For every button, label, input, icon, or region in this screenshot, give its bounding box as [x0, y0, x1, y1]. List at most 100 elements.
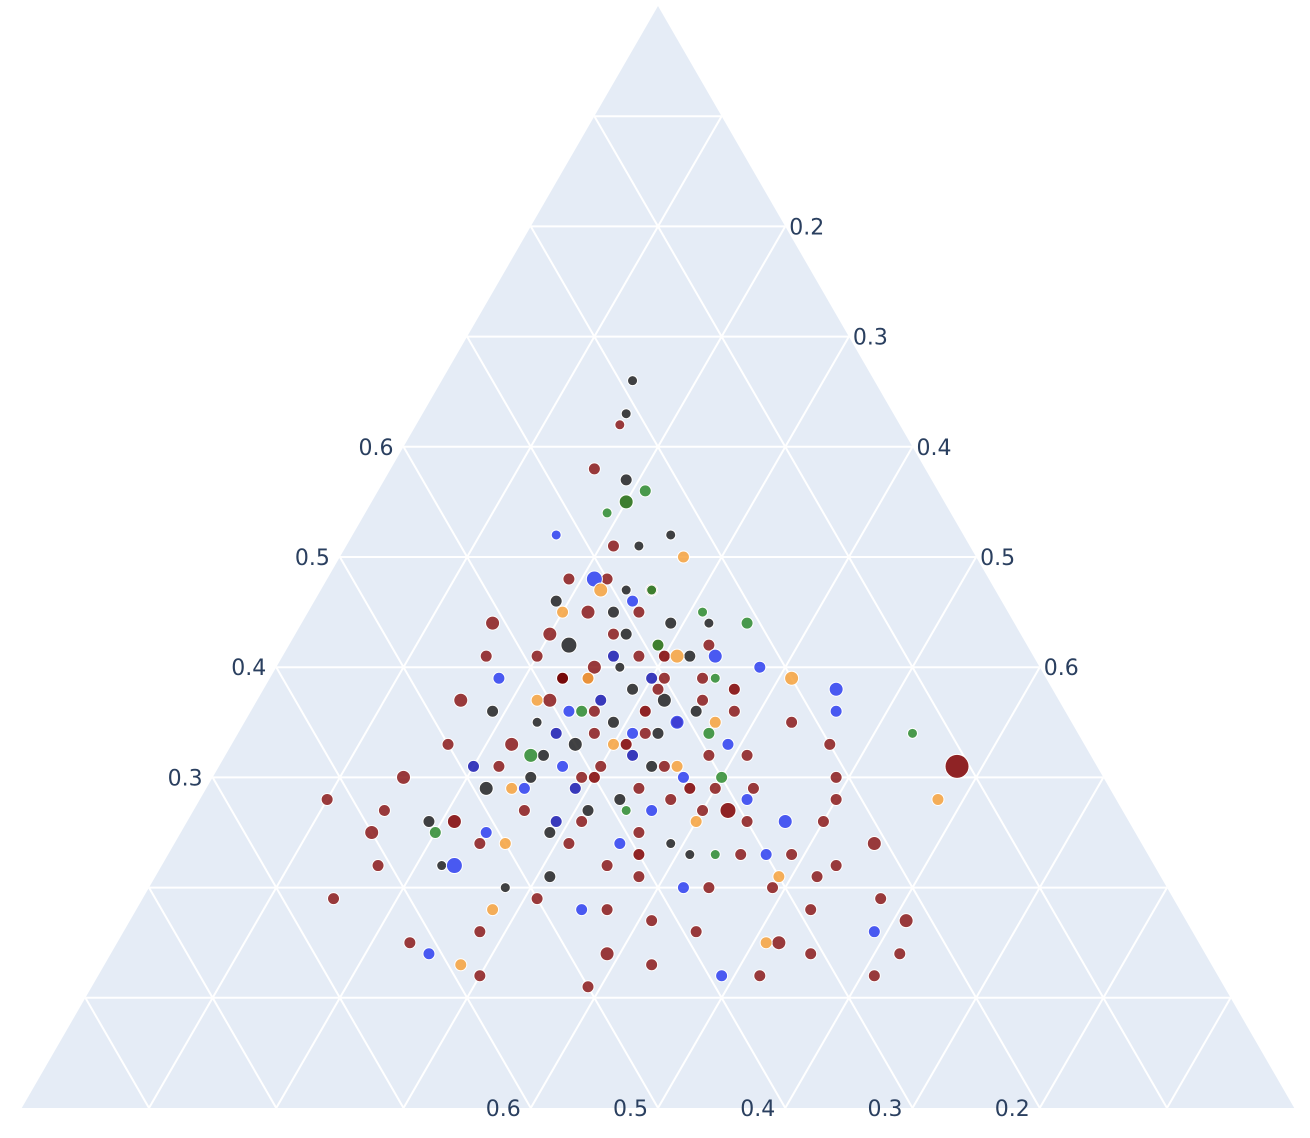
scatter-point[interactable] [454, 958, 468, 972]
scatter-point[interactable] [874, 892, 888, 906]
scatter-point[interactable] [632, 848, 646, 862]
scatter-point[interactable] [560, 636, 578, 654]
scatter-point[interactable] [536, 748, 550, 762]
scatter-point[interactable] [581, 803, 595, 817]
scatter-point[interactable] [568, 781, 582, 795]
scatter-point[interactable] [627, 375, 639, 387]
scatter-point[interactable] [473, 969, 487, 983]
scatter-point[interactable] [600, 859, 614, 873]
scatter-point[interactable] [587, 462, 601, 476]
scatter-point[interactable] [531, 716, 543, 728]
scatter-point[interactable] [619, 627, 633, 641]
scatter-point[interactable] [632, 826, 646, 839]
scatter-point[interactable] [504, 736, 520, 752]
scatter-point[interactable] [645, 803, 659, 817]
scatter-point[interactable] [645, 958, 659, 972]
scatter-point[interactable] [614, 661, 626, 673]
scatter-point[interactable] [562, 572, 576, 586]
scatter-point[interactable] [632, 870, 646, 884]
scatter-point[interactable] [931, 792, 945, 806]
scatter-point[interactable] [575, 903, 589, 917]
scatter-point[interactable] [473, 925, 487, 939]
scatter-point[interactable] [645, 914, 659, 928]
scatter-point[interactable] [492, 671, 506, 685]
scatter-point[interactable] [586, 659, 602, 675]
scatter-point[interactable] [785, 848, 799, 862]
scatter-point[interactable] [327, 892, 341, 906]
scatter-markers[interactable] [320, 375, 970, 994]
scatter-point[interactable] [517, 781, 531, 795]
scatter-point[interactable] [759, 848, 773, 862]
scatter-point[interactable] [620, 584, 632, 596]
scatter-point[interactable] [556, 605, 570, 619]
scatter-point[interactable] [727, 682, 741, 696]
scatter-point[interactable] [613, 792, 627, 806]
scatter-point[interactable] [664, 792, 678, 806]
scatter-point[interactable] [867, 969, 881, 983]
scatter-point[interactable] [709, 849, 721, 861]
scatter-point[interactable] [829, 792, 843, 806]
scatter-point[interactable] [606, 627, 620, 641]
scatter-point[interactable] [689, 925, 703, 939]
scatter-point[interactable] [696, 693, 710, 707]
scatter-point[interactable] [785, 715, 799, 729]
scatter-point[interactable] [702, 726, 716, 740]
scatter-point[interactable] [676, 550, 690, 564]
scatter-point[interactable] [683, 781, 697, 795]
scatter-point[interactable] [727, 704, 741, 718]
scatter-point[interactable] [626, 682, 640, 696]
scatter-point[interactable] [466, 759, 480, 773]
scatter-point[interactable] [542, 692, 558, 708]
scatter-point[interactable] [556, 671, 570, 685]
scatter-point[interactable] [581, 980, 595, 994]
scatter-point[interactable] [944, 753, 970, 779]
scatter-point[interactable] [594, 759, 608, 773]
scatter-point[interactable] [708, 781, 722, 795]
scatter-point[interactable] [377, 803, 391, 817]
scatter-point[interactable] [657, 759, 671, 773]
scatter-point[interactable] [689, 704, 703, 718]
scatter-point[interactable] [549, 726, 563, 740]
scatter-point[interactable] [676, 770, 690, 784]
scatter-point[interactable] [498, 837, 512, 851]
scatter-point[interactable] [746, 781, 760, 795]
scatter-point[interactable] [575, 704, 589, 718]
scatter-point[interactable] [829, 859, 843, 873]
scatter-point[interactable] [696, 803, 710, 817]
scatter-point[interactable] [638, 726, 652, 740]
scatter-point[interactable] [562, 837, 576, 851]
scatter-point[interactable] [543, 826, 557, 839]
scatter-point[interactable] [626, 594, 640, 608]
scatter-point[interactable] [364, 825, 380, 840]
scatter-point[interactable] [492, 759, 506, 773]
scatter-point[interactable] [684, 849, 696, 861]
scatter-point[interactable] [517, 803, 531, 817]
scatter-point[interactable] [601, 507, 613, 519]
scatter-point[interactable] [523, 747, 539, 763]
scatter-point[interactable] [784, 670, 800, 686]
scatter-point[interactable] [816, 814, 830, 828]
scatter-point[interactable] [638, 484, 652, 498]
scatter-point[interactable] [702, 748, 716, 762]
scatter-point[interactable] [485, 615, 501, 631]
scatter-point[interactable] [740, 792, 754, 806]
scatter-point[interactable] [696, 671, 710, 685]
scatter-point[interactable] [428, 826, 442, 839]
scatter-point[interactable] [594, 693, 608, 707]
scatter-point[interactable] [669, 714, 685, 730]
scatter-point[interactable] [505, 781, 519, 795]
scatter-point[interactable] [486, 704, 500, 718]
scatter-point[interactable] [486, 903, 500, 917]
scatter-point[interactable] [567, 736, 583, 752]
scatter-point[interactable] [575, 814, 589, 828]
scatter-point[interactable] [371, 859, 385, 873]
scatter-point[interactable] [829, 770, 843, 784]
scatter-point[interactable] [766, 881, 780, 895]
scatter-point[interactable] [753, 969, 767, 983]
scatter-point[interactable] [580, 604, 596, 620]
scatter-point[interactable] [626, 726, 640, 740]
scatter-point[interactable] [777, 813, 793, 829]
scatter-point[interactable] [606, 737, 620, 751]
scatter-point[interactable] [740, 616, 754, 630]
scatter-point[interactable] [906, 727, 918, 739]
